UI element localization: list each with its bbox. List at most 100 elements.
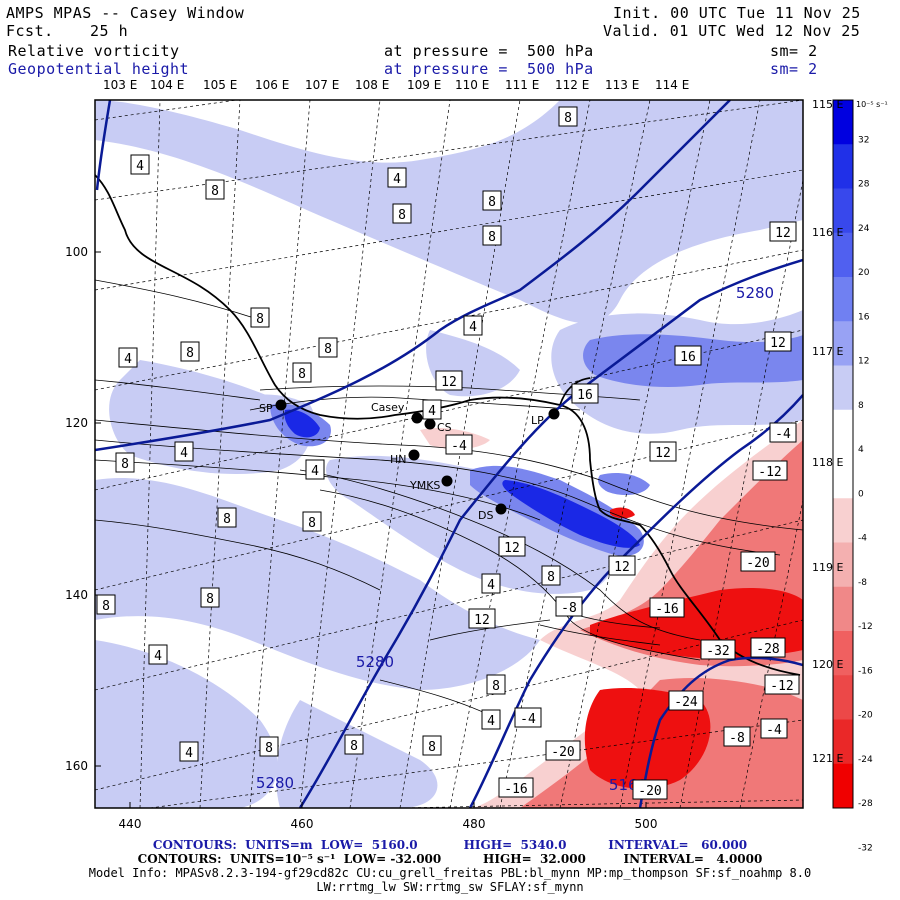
vorticity-label: 4 [422, 399, 442, 420]
vorticity-contour-labels: 4 8 4 8 8 8 8 12 8 8 4 8 4 8 12 16 4 12 8 4 -4 4 16 12 -4 -12 8 8 8 1… [96, 106, 800, 800]
colorbar-unit: 10⁻⁵ s⁻¹ [856, 100, 888, 109]
vorticity-label: 4 [481, 709, 501, 730]
svg-text:12: 12 [504, 541, 520, 556]
vorticity-label: 12 [649, 441, 677, 462]
vorticity-label: -32 [700, 639, 736, 660]
vorticity-label: 8 [318, 337, 338, 358]
vorticity-label: -12 [752, 460, 788, 481]
height-label: 5280 [256, 774, 294, 792]
right-longitude-label: 117 E [812, 345, 843, 358]
svg-text:8: 8 [488, 230, 496, 245]
svg-text:8: 8 [398, 208, 406, 223]
colorbar-label: -4 [858, 534, 867, 544]
svg-text:-4: -4 [775, 427, 791, 442]
y-tick-label: 160 [65, 759, 88, 773]
colorbar-label: -20 [858, 711, 873, 721]
negative-vorticity-strong [584, 507, 803, 789]
colorbar-label: 32 [858, 135, 869, 145]
svg-text:CS: CS [437, 421, 452, 434]
colorbar-label: -32 [858, 843, 873, 853]
svg-text:-4: -4 [451, 439, 467, 454]
right-longitude-label: 121 E [812, 752, 843, 765]
colorbar-label: 0 [858, 489, 864, 499]
vorticity-label: 4 [481, 573, 501, 594]
colorbar-band [833, 277, 853, 322]
svg-text:8: 8 [324, 342, 332, 357]
colorbar-band [833, 232, 853, 278]
svg-text:SP: SP [259, 402, 273, 415]
vorticity-contours [95, 279, 803, 721]
colorbar-label: -8 [858, 578, 867, 588]
vorticity-label: -4 [514, 707, 542, 728]
svg-text:-12: -12 [770, 679, 793, 694]
colorbar-band [833, 409, 853, 455]
svg-text:12: 12 [474, 613, 490, 628]
svg-text:8: 8 [488, 195, 496, 210]
colorbar-label: -24 [858, 755, 873, 765]
svg-text:DS: DS [478, 509, 493, 522]
svg-text:-16: -16 [655, 602, 678, 617]
vorticity-label: 4 [463, 315, 483, 336]
colorbar-label: 28 [858, 180, 870, 190]
svg-text:12: 12 [441, 375, 457, 390]
vorticity-label: -4 [445, 434, 473, 455]
colorbar-band [833, 100, 853, 145]
svg-text:16: 16 [577, 388, 593, 403]
colorbar-label: -16 [858, 666, 873, 676]
vorticity-label: 8 [541, 565, 561, 586]
vorticity-label: 8 [486, 674, 506, 695]
vorticity-label: -8 [555, 596, 583, 617]
longitude-label: 103 E [103, 78, 138, 92]
svg-text:8: 8 [206, 592, 214, 607]
map-title: AMPS MPAS -- Casey Window [6, 4, 245, 22]
colorbar-label: 16 [858, 312, 870, 322]
x-tick-label: 460 [291, 817, 314, 831]
svg-text:12: 12 [770, 336, 786, 351]
vorticity-label: 8 [422, 735, 442, 756]
svg-text:8: 8 [564, 111, 572, 126]
longitude-label: 104 E [150, 78, 185, 92]
field1-level: at pressure = 500 hPa [384, 42, 594, 60]
y-tick-label: 120 [65, 416, 88, 430]
colorbar-label: -28 [858, 799, 873, 809]
svg-text:-20: -20 [746, 556, 769, 571]
colorbar-label: 20 [858, 268, 870, 278]
svg-text:8: 8 [428, 740, 436, 755]
footer-height-contours: CONTOURS: UNITS=m LOW= 5160.0 HIGH= 5340… [152, 838, 748, 852]
svg-text:12: 12 [655, 446, 671, 461]
colorbar-band [833, 675, 853, 720]
colorbar-band [833, 719, 853, 765]
colorbar-frame [832, 99, 854, 809]
vorticity-label: 4 [148, 644, 168, 665]
vorticity-label: -20 [632, 779, 668, 800]
forecast-label: Fcst. [6, 22, 54, 40]
svg-text:8: 8 [256, 312, 264, 327]
colorbar-band [833, 454, 853, 499]
right-longitude-label: 116 E [812, 226, 843, 239]
colorbar-label: 8 [858, 401, 864, 411]
footer-model-info-2: LW:rrtmg_lw SW:rrtmg_sw SFLAY:sf_mynn [316, 880, 584, 894]
vorticity-label: -12 [764, 674, 800, 695]
x-tick-label: 500 [635, 817, 658, 831]
svg-text:8: 8 [265, 741, 273, 756]
colorbar-band [833, 498, 853, 543]
svg-text:LP: LP [531, 414, 544, 427]
vorticity-label: 4 [387, 167, 407, 188]
positive-vorticity-light [95, 100, 803, 808]
svg-text:Casey: Casey [371, 401, 405, 414]
colorbar-band [833, 586, 853, 632]
svg-text:4: 4 [428, 404, 436, 419]
field1-name: Relative vorticity [8, 42, 180, 60]
svg-text:4: 4 [487, 578, 495, 593]
vorticity-label: -20 [545, 740, 581, 761]
colorbar-band [833, 542, 853, 588]
init-time: Init. 00 UTC Tue 11 Nov 25 [613, 4, 861, 22]
station-ymks: YMKS [409, 475, 453, 492]
svg-text:4: 4 [393, 172, 401, 187]
svg-text:12: 12 [614, 560, 630, 575]
svg-text:-12: -12 [758, 465, 781, 480]
vorticity-label: 12 [764, 331, 792, 352]
